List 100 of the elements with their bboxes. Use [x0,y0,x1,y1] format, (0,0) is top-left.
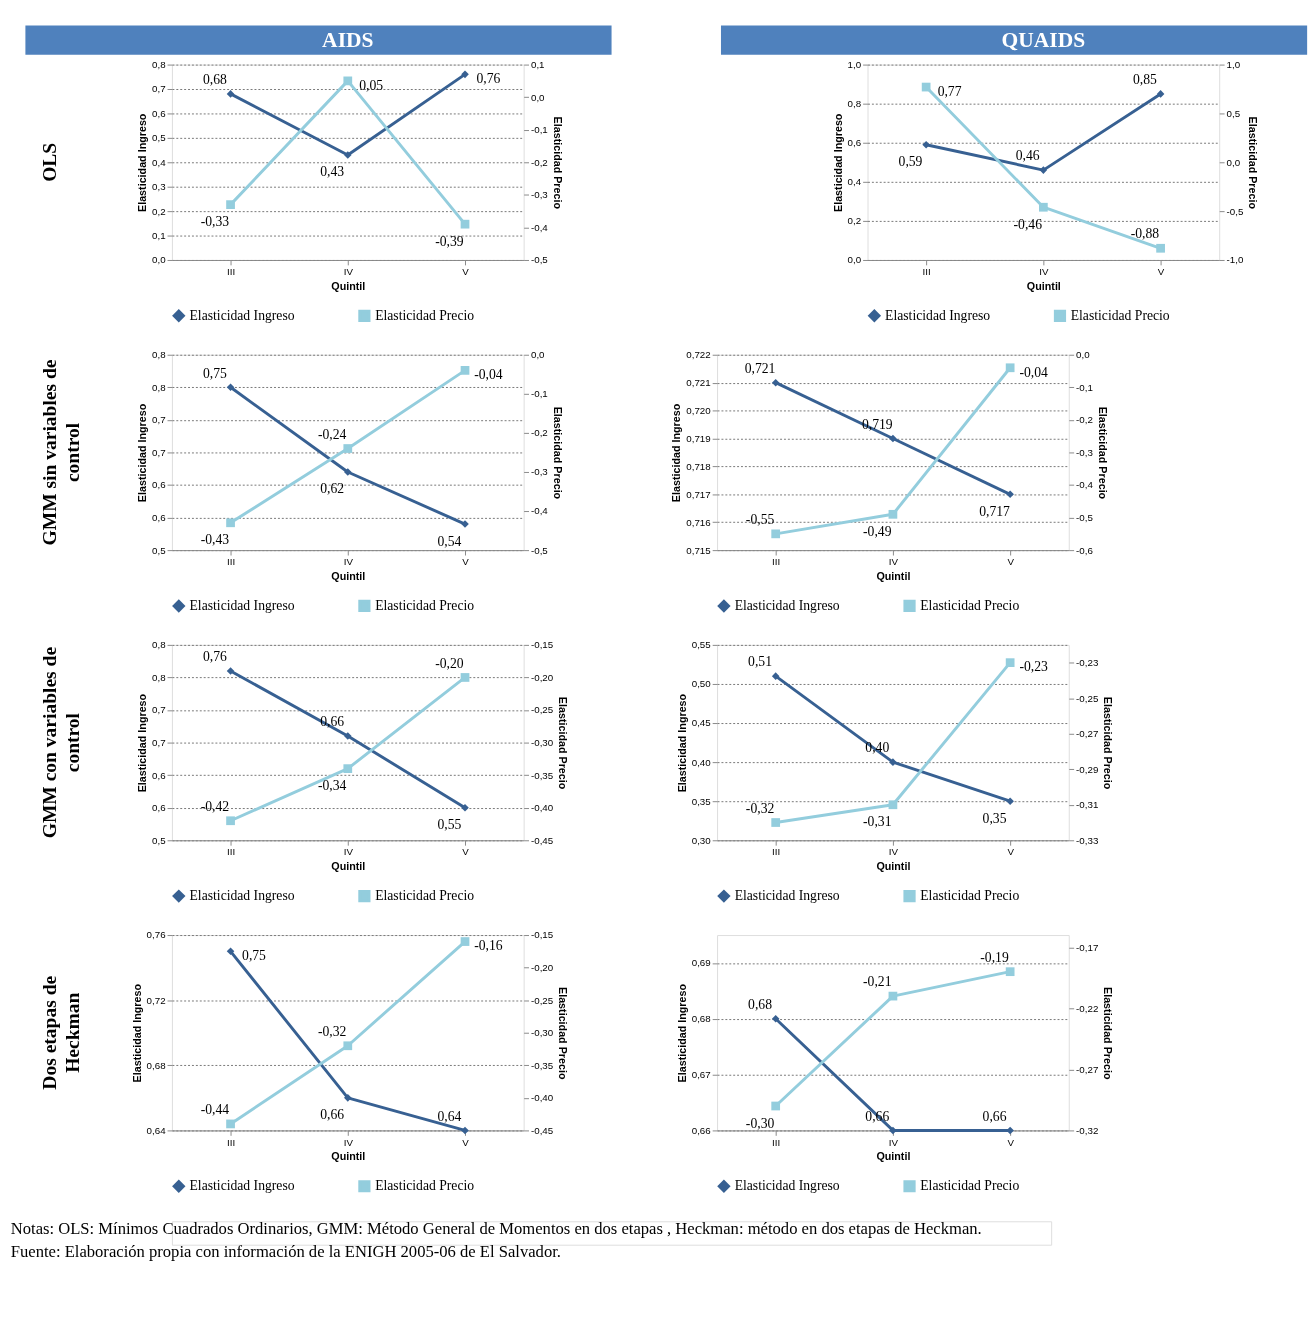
y-tick-label: 0,717 [686,488,711,500]
data-label: -0,21 [863,974,892,990]
data-label: -0,04 [474,367,503,383]
point [226,383,235,392]
y2-tick-label: -0,1 [1076,381,1093,393]
data-label: 0,75 [202,365,228,381]
point [888,800,898,810]
x-tick-label: IV [343,1136,354,1148]
data-label: 0,68 [202,72,228,88]
data-label: -0,16 [474,938,503,954]
y-tick-label: 0,7 [152,83,166,95]
x-tick-label: III [226,266,236,278]
y-tick-label: 0,2 [152,205,166,217]
data-label: 0,66 [320,1107,345,1123]
y2-tick-label: -0,5 [530,544,549,556]
y2-tick-label: -0,3 [1076,446,1093,458]
legend-label: Elasticidad Precio [920,597,1020,613]
y-tick-label: 0,6 [152,479,166,491]
y-tick-label: 0,67 [691,1069,711,1081]
point [344,151,352,159]
y-tick-label: 0,8 [152,349,166,361]
y2-tick-label: -0,6 [1076,544,1093,556]
y2-tick-label: -0,29 [1076,763,1099,775]
y-tick-label: 0,68 [146,1059,166,1071]
y2-tick-label: -0,33 [1076,834,1099,846]
y-tick-label: 0,6 [152,107,166,119]
point [888,509,898,519]
y2-tick-label: -0,25 [1076,692,1099,704]
y-tick-label: 0,64 [146,1124,167,1136]
legend-label: Elasticidad Ingreso [189,597,295,613]
y-tick-label: 0,1 [152,229,166,241]
y2-tick-label: -0,31 [1076,799,1099,811]
y2-tick-label: -1,0 [1226,254,1244,266]
point [343,1041,353,1051]
point [226,947,235,956]
x-tick-label: V [462,266,470,278]
y-tick-label: 0,722 [686,349,711,361]
legend-label: Elasticidad Ingreso [189,888,295,903]
data-label: 0,76 [476,71,501,87]
y2-tick-label: -0,35 [530,1059,554,1071]
y-tick-label: 0,5 [152,132,167,144]
y2-tick-label: -0,1 [530,124,548,136]
y2-tick-label: -0,35 [530,769,554,781]
y2-tick-label: 0,0 [1076,349,1091,361]
y-tick-label: 0,8 [152,381,166,393]
y-axis-title: Elasticidad Ingreso [136,693,149,793]
data-label: -0,49 [863,523,892,539]
text: GMM con variables de control [38,646,84,839]
y2-tick-label: -0,3 [530,466,548,478]
data-label: 0,62 [320,481,345,497]
y2-tick-label: -0,32 [1076,1124,1099,1136]
y2-tick-label: 0,0 [530,349,546,361]
y2-axis-title: Elasticidad Precio [557,696,570,790]
y2-tick-label: -0,20 [530,671,554,683]
point [343,444,353,453]
y-tick-label: 0,0 [847,254,862,266]
x-tick-label: V [462,556,470,568]
legend-label: Elasticidad Ingreso [189,1178,295,1194]
y-tick-label: 0,68 [691,1013,711,1025]
y2-tick-label: -0,45 [530,1124,554,1136]
y2-tick-label: -0,4 [1076,479,1094,491]
point [771,378,780,387]
y2-tick-label: -0,25 [530,994,554,1006]
x-tick-label: V [1157,266,1165,278]
y2-tick-label: -0,17 [1076,941,1099,953]
data-label: -0,31 [863,814,892,830]
x-tick-label: IV [888,556,899,568]
legend-label: Elasticidad Precio [1070,307,1170,323]
y2-tick-label: -0,5 [1226,205,1244,217]
x-tick-label: III [772,846,781,858]
y2-tick-label: 0,5 [1226,107,1241,119]
data-label: -0,19 [980,949,1009,965]
x-axis-title: Quintil [331,279,366,292]
point [226,200,235,209]
legend-label: Elasticidad Ingreso [885,307,991,323]
legend-label: Elasticidad Ingreso [734,1178,840,1194]
data-label: 0,76 [202,649,228,665]
y2-axis-title: Elasticidad Precio [551,406,564,500]
y2-tick-label: -0,15 [530,639,554,651]
y-tick-label: 0,719 [686,432,711,444]
data-label: 0,717 [979,503,1011,519]
y-axis-title: Elasticidad Ingreso [831,113,844,212]
y-tick-label: 0,6 [847,137,862,149]
y-axis-title: Elasticidad Ingreso [130,983,143,1083]
point [1039,166,1048,174]
y2-tick-label: -0,40 [530,802,554,814]
point [461,803,469,812]
data-label: 0,05 [359,77,384,93]
data-label: 0,55 [437,817,462,833]
legend-label: Elasticidad Ingreso [189,307,295,323]
y2-tick-label: 0,0 [530,91,546,103]
y-tick-label: 0,8 [152,671,166,683]
y-tick-label: 0,76 [146,929,166,941]
text: GMM sin variables de control [38,359,84,546]
x-axis-title: Quintil [331,1150,366,1163]
y-tick-label: 0,6 [152,511,166,523]
y-tick-label: 0,7 [152,704,166,716]
x-tick-label: III [226,846,236,858]
y2-tick-label: 1,0 [1226,59,1241,71]
x-tick-label: IV [888,846,899,858]
